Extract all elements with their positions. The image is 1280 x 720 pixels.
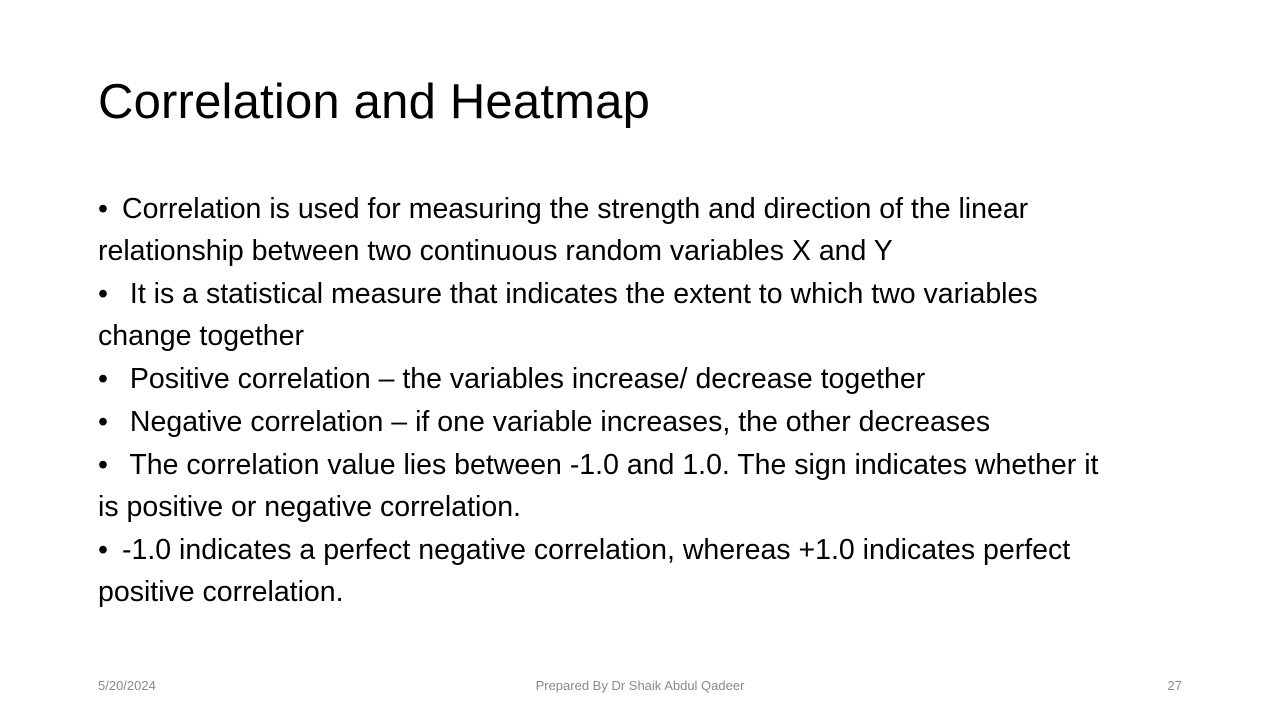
footer-date: 5/20/2024: [98, 678, 156, 693]
bullet-marker: •: [98, 449, 108, 481]
bullet-text: -1.0 indicates a perfect negative correl…: [98, 534, 1071, 608]
bullet-marker: •: [98, 363, 108, 395]
bullet-list: • Correlation is used for measuring the s…: [98, 188, 1108, 614]
bullet-marker: •: [98, 193, 108, 225]
footer-author: Prepared By Dr Shaik Abdul Qadeer: [535, 678, 745, 693]
bullet-marker: •: [98, 406, 108, 438]
bullet-text: Correlation is used for measuring the st…: [98, 193, 1029, 267]
bullet-item: • Correlation is used for measuring the s…: [98, 188, 1108, 272]
bullet-text: The correlation value lies between -1.0 …: [98, 449, 1099, 523]
bullet-marker: •: [98, 534, 108, 566]
bullet-item: • Positive correlation – the variables i…: [98, 358, 1108, 400]
bullet-item: • Negative correlation – if one variable…: [98, 401, 1108, 443]
bullet-item: • The correlation value lies between -1.…: [98, 444, 1108, 528]
bullet-text: Positive correlation – the variables inc…: [122, 363, 926, 395]
bullet-marker: •: [98, 278, 108, 310]
slide-number: 27: [1167, 678, 1182, 693]
bullet-item: • It is a statistical measure that indic…: [98, 273, 1108, 357]
bullet-text: It is a statistical measure that indicat…: [98, 278, 1038, 352]
bullet-item: • -1.0 indicates a perfect negative corre…: [98, 529, 1108, 613]
bullet-text: Negative correlation – if one variable i…: [122, 406, 991, 438]
slide-title: Correlation and Heatmap: [98, 75, 651, 129]
